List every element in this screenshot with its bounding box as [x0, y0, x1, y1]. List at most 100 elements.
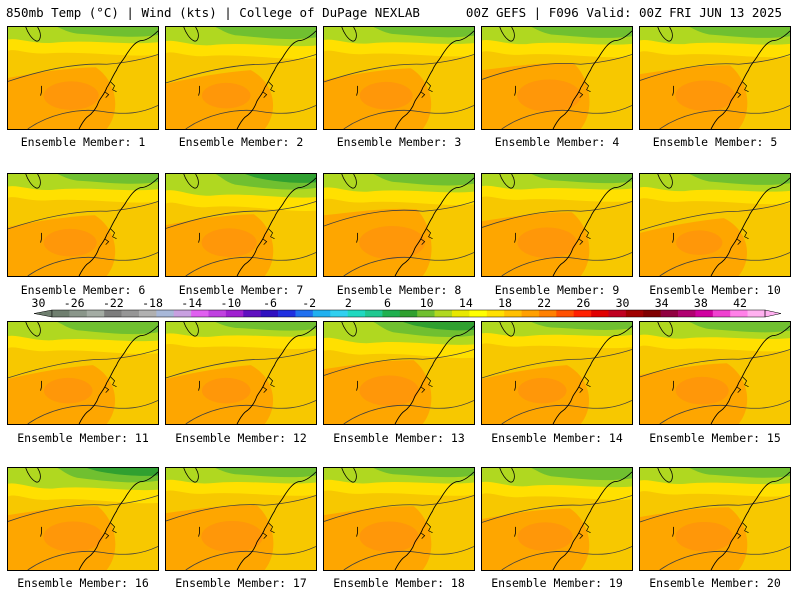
member-caption-18: Ensemble Member: 18	[333, 576, 465, 590]
member-caption-9: Ensemble Member: 9	[494, 283, 620, 297]
colorbar-swatch	[225, 310, 244, 317]
temperature-field	[166, 174, 316, 276]
colorbar-swatch	[69, 310, 88, 317]
colorbar-tick-label: 38	[694, 296, 708, 310]
colorbar-swatch	[138, 310, 157, 317]
ensemble-member-map-16	[7, 467, 159, 571]
colorbar-tick-label: -26	[64, 296, 85, 310]
ensemble-member-map-18	[323, 467, 475, 571]
colorbar-swatch	[278, 310, 296, 317]
valid-time-label: 00Z GEFS | F096 Valid: 00Z FRI JUN 13 20…	[465, 5, 782, 20]
ensemble-member-map-17	[165, 467, 317, 571]
member-caption-16: Ensemble Member: 16	[17, 576, 149, 590]
colorbar-tick-label: -6	[263, 296, 277, 310]
ensemble-member-map-13	[323, 321, 475, 425]
ensemble-member-map-8	[323, 173, 475, 277]
colorbar-swatch	[52, 310, 70, 317]
colorbar-swatch	[156, 310, 175, 317]
colorbar-swatch	[295, 310, 314, 317]
colorbar-tick-label: -2	[302, 296, 316, 310]
member-caption-19: Ensemble Member: 19	[491, 576, 623, 590]
temperature-colorbar: -30-26-22-18-14-10-6-2261014182226303438…	[30, 296, 782, 318]
ensemble-member-map-19	[481, 467, 633, 571]
colorbar-swatch	[121, 310, 140, 317]
temperature-field	[482, 322, 632, 424]
colorbar-tick-label: 34	[655, 296, 669, 310]
temperature-field	[166, 468, 316, 570]
temperature-field	[324, 174, 474, 276]
ensemble-member-map-5	[639, 26, 791, 130]
member-caption-14: Ensemble Member: 14	[491, 431, 623, 445]
temperature-field	[8, 468, 158, 570]
ensemble-member-map-9	[481, 173, 633, 277]
colorbar-swatch	[86, 310, 105, 317]
temperature-field	[324, 468, 474, 570]
temperature-field	[324, 322, 474, 424]
colorbar-swatch	[573, 310, 592, 317]
member-caption-1: Ensemble Member: 1	[20, 135, 146, 149]
temperature-field	[640, 174, 790, 276]
colorbar-swatch	[330, 310, 348, 317]
member-caption-4: Ensemble Member: 4	[494, 135, 620, 149]
member-caption-6: Ensemble Member: 6	[20, 283, 146, 297]
member-caption-15: Ensemble Member: 15	[649, 431, 781, 445]
colorbar-tick-label: 26	[576, 296, 590, 310]
temperature-field	[166, 322, 316, 424]
colorbar-swatch	[347, 310, 366, 317]
colorbar-tick-label: -10	[220, 296, 241, 310]
colorbar-tick-label: 14	[459, 296, 473, 310]
colorbar-swatch	[191, 310, 209, 317]
colorbar-tick-label: 6	[384, 296, 391, 310]
member-caption-10: Ensemble Member: 10	[649, 283, 781, 297]
colorbar-swatch	[660, 310, 679, 317]
colorbar-swatch	[104, 310, 122, 317]
colorbar-swatch	[643, 310, 661, 317]
colorbar-swatch	[678, 310, 696, 317]
colorbar-swatch	[434, 310, 453, 317]
colorbar-swatch	[747, 310, 766, 317]
member-caption-17: Ensemble Member: 17	[175, 576, 307, 590]
temperature-field	[166, 27, 316, 129]
temperature-field	[482, 27, 632, 129]
colorbar-swatch	[608, 310, 627, 317]
member-caption-3: Ensemble Member: 3	[336, 135, 462, 149]
ensemble-member-map-20	[639, 467, 791, 571]
member-caption-13: Ensemble Member: 13	[333, 431, 465, 445]
temperature-field	[324, 27, 474, 129]
ensemble-member-map-11	[7, 321, 159, 425]
colorbar-swatch	[538, 310, 557, 317]
colorbar-swatch	[173, 310, 192, 317]
colorbar-swatch	[312, 310, 331, 317]
colorbar-swatch	[417, 310, 435, 317]
colorbar-swatch	[521, 310, 540, 317]
temperature-field	[8, 27, 158, 129]
colorbar-swatch	[260, 310, 279, 317]
colorbar-tick-label: 10	[420, 296, 434, 310]
ensemble-member-map-4	[481, 26, 633, 130]
colorbar-swatch	[399, 310, 418, 317]
ensemble-member-map-10	[639, 173, 791, 277]
member-caption-8: Ensemble Member: 8	[336, 283, 462, 297]
ensemble-member-map-2	[165, 26, 317, 130]
member-caption-5: Ensemble Member: 5	[652, 135, 778, 149]
colorbar-tick-label: 30	[616, 296, 630, 310]
colorbar-tick-label: 42	[733, 296, 747, 310]
ensemble-member-map-1	[7, 26, 159, 130]
colorbar-swatch	[591, 310, 609, 317]
ensemble-member-map-7	[165, 173, 317, 277]
ensemble-member-map-12	[165, 321, 317, 425]
map-title: 850mb Temp (°C) | Wind (kts) | College o…	[6, 5, 420, 20]
member-caption-11: Ensemble Member: 11	[17, 431, 149, 445]
colorbar-swatch	[712, 310, 731, 317]
temperature-field	[640, 322, 790, 424]
colorbar-swatch	[365, 310, 383, 317]
colorbar-swatch	[486, 310, 505, 317]
temperature-field	[482, 468, 632, 570]
ensemble-member-map-15	[639, 321, 791, 425]
colorbar-swatch	[243, 310, 261, 317]
colorbar-tick-label: -14	[181, 296, 202, 310]
member-caption-2: Ensemble Member: 2	[178, 135, 304, 149]
colorbar-swatch	[451, 310, 470, 317]
colorbar-tick-label: -30	[30, 296, 45, 310]
ensemble-member-map-6	[7, 173, 159, 277]
